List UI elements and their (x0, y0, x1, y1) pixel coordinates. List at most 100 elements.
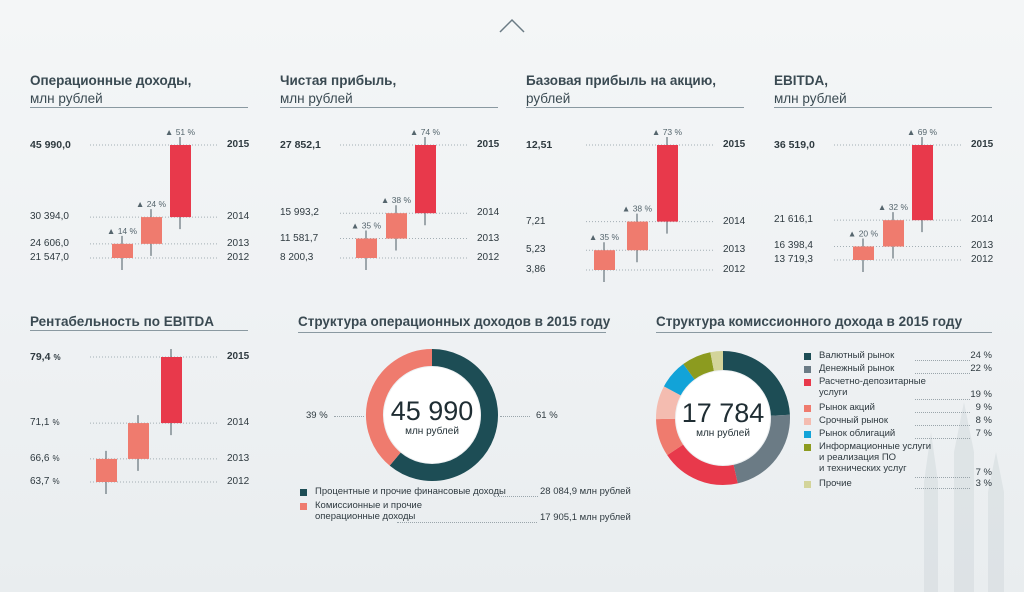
legend-value: 17 905,1 млн рублей (540, 512, 631, 523)
candle-bar-2015 (170, 145, 191, 218)
value-number: 8 200,3 (280, 252, 314, 263)
ops-right-pct: 61 % (536, 410, 558, 421)
panel-title-rule (280, 107, 498, 108)
panel-title-sub: рублей (526, 91, 571, 106)
ops-donut-center-unit: млн рублей (405, 426, 459, 437)
panel-title-rule (526, 107, 744, 108)
value-unit: % (52, 453, 60, 463)
donut-slice-7 (710, 351, 724, 371)
value-label-2015: 45 990,0 (30, 139, 71, 151)
value-label-2014: 30 394,0 (30, 211, 69, 222)
panel-title-main: Чистая прибыль, (280, 73, 397, 88)
value-number: 36 519,0 (774, 139, 815, 151)
year-label-2013: 2013 (477, 232, 500, 244)
legend-swatch (300, 489, 307, 496)
ops-right-leader (500, 416, 530, 417)
panel-title-main: Базовая прибыль на акцию, (526, 73, 717, 88)
candle-bar-2013 (853, 246, 874, 260)
building-silhouette-icon (924, 402, 1004, 592)
legend-leader (915, 399, 970, 400)
value-label-2014: 21 616,1 (774, 214, 813, 225)
value-label-2015: 79,4% (30, 351, 61, 363)
ops-legend-item: Комиссионные и прочие операционные доход… (300, 500, 640, 522)
value-number: 21 547,0 (30, 252, 69, 263)
panel-title-rule (30, 330, 248, 331)
donut-hole (676, 371, 770, 465)
value-number: 3,86 (526, 264, 546, 275)
value-number: 71,1 (30, 417, 50, 429)
chevron-up-icon[interactable] (498, 16, 526, 34)
value-label-2013: 24 606,0 (30, 238, 69, 249)
candle-bar-2013 (96, 458, 117, 482)
year-label-2014: 2014 (477, 207, 500, 219)
value-number: 16 398,4 (774, 240, 813, 252)
legend-swatch (804, 405, 811, 412)
candle-bar-2014 (883, 220, 904, 247)
value-label-2013: 11 581,7 (280, 233, 318, 244)
value-number: 30 394,0 (30, 211, 69, 223)
legend-value: 9 % (975, 402, 992, 413)
year-label-2014: 2014 (227, 211, 250, 223)
legend-leader (915, 412, 970, 413)
panel-title-sub: млн рублей (280, 91, 353, 106)
candle-bar-2014 (627, 221, 648, 251)
year-label-2015: 2015 (971, 139, 994, 150)
growth-label: ▲ 32 % (878, 202, 909, 212)
candle-bar-2014 (128, 423, 149, 459)
legend-label: Комиссионные и прочие операционные доход… (315, 500, 422, 522)
candle-bar-2013 (112, 243, 133, 258)
donut-fee-title: Структура комиссионного дохода в 2015 го… (656, 314, 963, 329)
legend-leader (915, 425, 970, 426)
donut-hole (384, 367, 480, 463)
year-label-2015: 2015 (477, 139, 500, 150)
year-label-2013: 2013 (723, 244, 746, 256)
value-number: 27 852,1 (280, 139, 321, 151)
growth-label: ▲ 73 % (652, 127, 683, 137)
donut-slice-0 (389, 349, 498, 481)
donut-fee-title-rule (656, 332, 992, 333)
value-number: 21 616,1 (774, 214, 813, 226)
fee-legend-item: Денежный рынок (804, 363, 964, 374)
legend-label: Рынок облигаций (819, 428, 896, 439)
donut-slice-5 (663, 364, 695, 396)
ops-donut-chart (366, 349, 498, 481)
legend-value: 28 084,9 млн рублей (540, 486, 631, 497)
candle-bar-2015 (415, 145, 436, 214)
legend-label: Информационные услуги и реализация ПО и … (819, 441, 932, 474)
value-label-2012: 8 200,3 (280, 252, 313, 263)
value-unit: % (52, 477, 60, 486)
legend-value: 24 % (970, 350, 992, 361)
value-number: 12,51 (526, 139, 553, 151)
legend-value: 3 % (975, 478, 992, 489)
candle-bar-2014 (386, 213, 407, 239)
growth-label: ▲ 20 % (848, 228, 879, 238)
value-label-2015: 36 519,0 (774, 139, 815, 151)
growth-label: ▲ 74 % (410, 127, 441, 137)
year-label-2015: 2015 (227, 351, 250, 362)
year-label-2013: 2013 (227, 452, 250, 464)
donut-slice-2 (667, 444, 738, 485)
fee-donut-chart (656, 351, 790, 485)
candle-bar-2015 (912, 145, 933, 221)
legend-value: 7 % (975, 467, 992, 478)
panel-title-main: EBITDA, (774, 73, 828, 88)
value-label-2012: 21 547,0 (30, 252, 69, 263)
legend-label: Прочие (819, 478, 852, 489)
legend-leader (915, 373, 970, 374)
legend-value: 7 % (975, 428, 992, 439)
donut-slice-3 (656, 418, 684, 456)
donut-ops-title-rule (298, 332, 606, 333)
value-label-2014: 71,1% (30, 417, 60, 428)
fee-legend-item: Информационные услуги и реализация ПО и … (804, 441, 964, 474)
donut-slice-4 (656, 386, 681, 420)
panel-title-rule (30, 107, 248, 108)
candle-bar-2013 (594, 250, 615, 270)
year-label-2012: 2012 (227, 252, 250, 263)
value-label-2014: 7,21 (526, 216, 545, 227)
value-label-2013: 5,23 (526, 244, 545, 255)
year-label-2012: 2012 (723, 264, 746, 275)
panel-title: EBITDA, млн рублей (774, 72, 847, 108)
growth-label: ▲ 51 % (165, 127, 196, 137)
year-label-2012: 2012 (227, 476, 250, 487)
donut-ops-title: Структура операционных доходов в 2015 го… (298, 314, 611, 329)
